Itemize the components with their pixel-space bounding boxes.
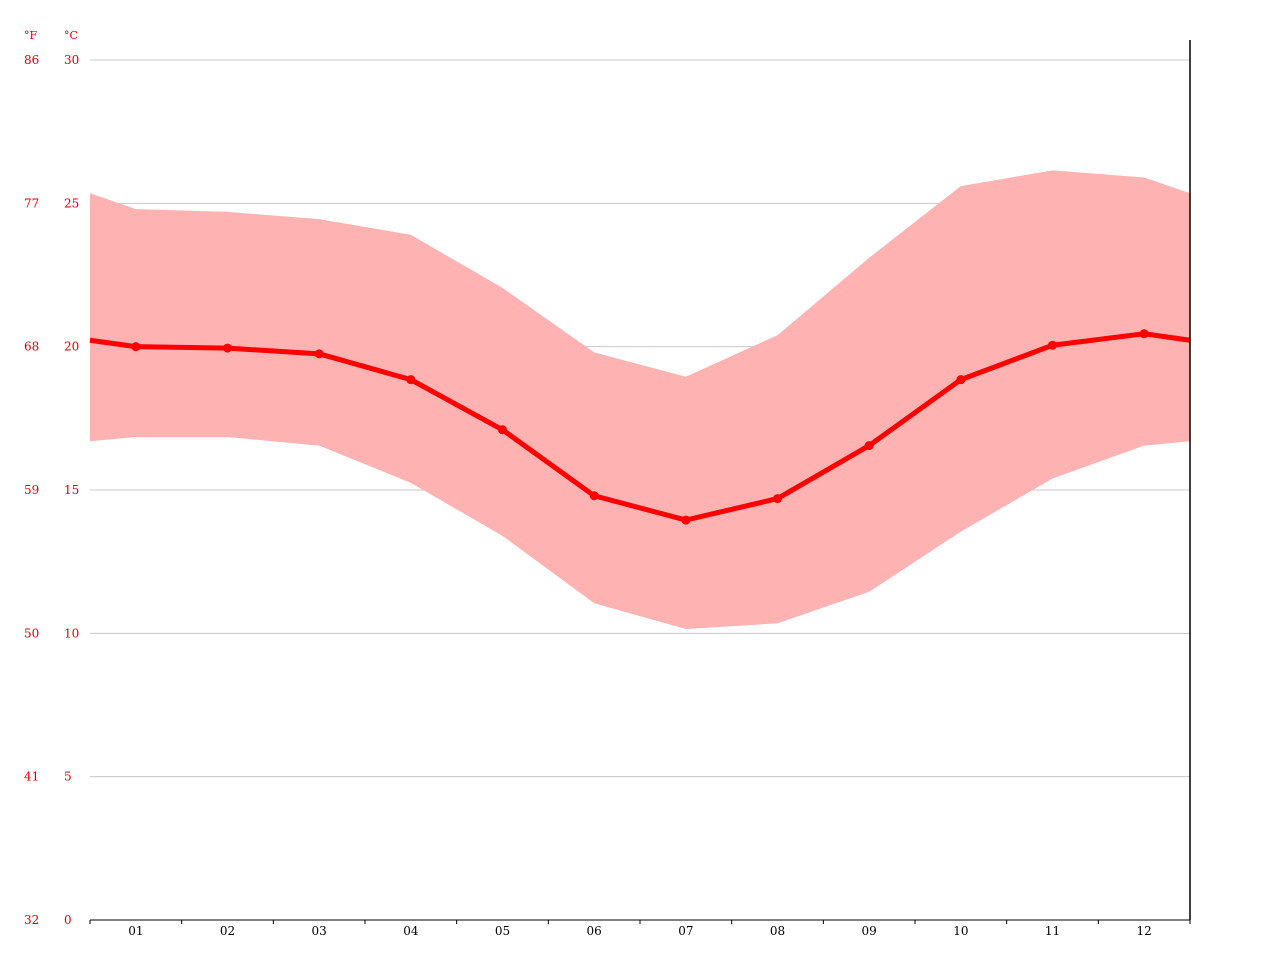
x-tick-label: 02 [220,924,235,938]
x-axis-ticks [89,920,1191,924]
y-tick-label-celsius: 10 [64,626,79,640]
data-point [223,343,232,353]
y-tick-label-fahrenheit: 59 [24,483,39,497]
y-tick-label-celsius: 20 [64,340,79,354]
data-point [406,375,416,385]
data-point [314,349,324,359]
y-tick-label-celsius: 30 [64,53,79,67]
y-tick-label-celsius: 25 [64,196,79,210]
y-tick-label-fahrenheit: 86 [24,53,39,67]
y-tick-label-fahrenheit: 32 [24,913,39,927]
y-tick-label-fahrenheit: 68 [24,340,39,354]
data-point [131,342,141,352]
temperature-range-band [90,170,1190,630]
x-tick-label: 07 [678,924,693,938]
x-tick-label: 05 [495,924,510,938]
data-points [131,329,1149,525]
x-axis-labels: 01 02 03 04 05 06 07 08 09 10 11 12 [128,924,1152,938]
y-tick-label-fahrenheit: 41 [24,770,39,784]
y-tick-label-fahrenheit: 50 [24,626,39,640]
data-point [864,441,874,451]
x-tick-label: 11 [1045,924,1060,938]
y-tick-label-fahrenheit: 77 [24,196,39,210]
data-point [1139,329,1149,339]
celsius-unit-label: °C [64,29,78,42]
y-tick-label-celsius: 15 [64,483,79,497]
average-temperature-line [89,331,1191,523]
x-tick-label: 09 [862,924,877,938]
x-tick-label: 12 [1137,924,1152,938]
data-point [1048,340,1057,350]
data-point [773,494,782,504]
x-tick-label: 04 [403,924,419,938]
y-tick-label-celsius: 5 [64,770,72,784]
fahrenheit-unit-label: °F [24,29,38,42]
x-tick-label: 01 [128,924,143,938]
data-point [589,491,599,501]
data-point [681,515,691,525]
x-tick-label: 03 [312,924,327,938]
data-point [956,375,966,385]
x-tick-label: 08 [770,924,785,938]
x-tick-label: 10 [953,924,968,938]
x-tick-label: 06 [587,924,602,938]
y-axis-labels: 32 0 41 5 50 10 59 15 68 20 77 25 86 30 [24,53,79,927]
y-tick-label-celsius: 0 [64,913,72,927]
data-point [498,425,507,435]
